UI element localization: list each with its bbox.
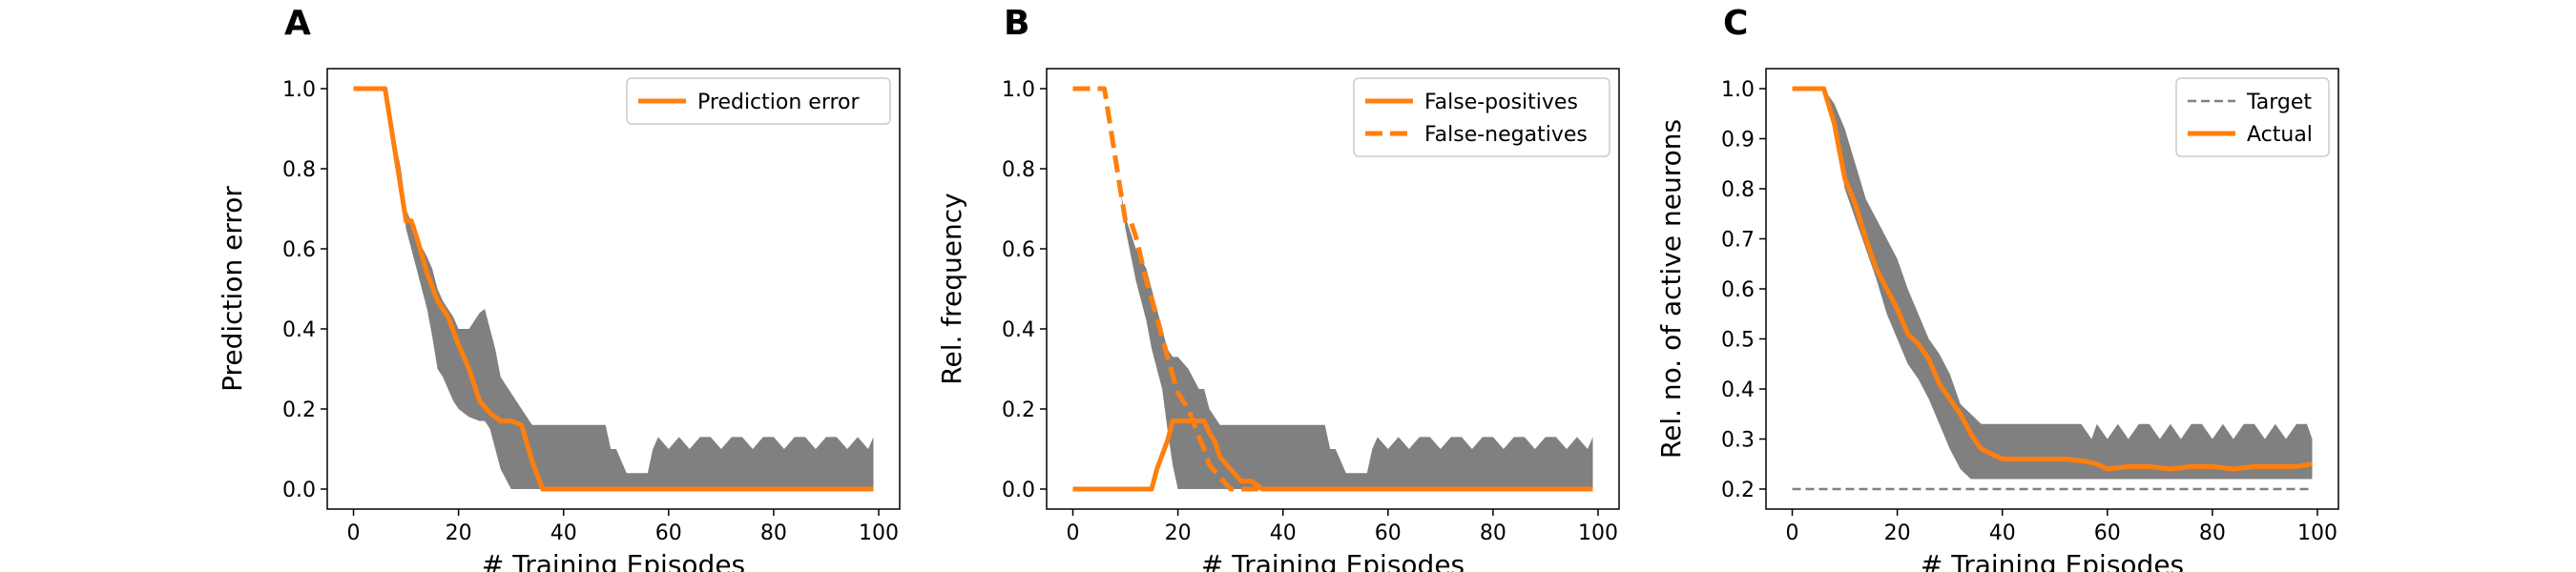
y-tick-label: 0.4 — [1002, 318, 1035, 342]
x-tick-label: 0 — [1067, 521, 1080, 545]
x-axis-label: # Training Episodes — [1201, 549, 1465, 572]
y-tick-label: 0.8 — [1002, 158, 1035, 182]
y-tick-label: 0.8 — [282, 158, 316, 182]
y-tick-label: 0.4 — [282, 318, 316, 342]
legend-label: Actual — [2247, 123, 2313, 147]
panel-letter: B — [1004, 4, 1029, 43]
x-tick-label: 100 — [1578, 521, 1618, 545]
x-tick-label: 40 — [551, 521, 577, 545]
y-tick-label: 0.5 — [1721, 329, 1755, 353]
legend-label: Prediction error — [697, 91, 860, 114]
panel-b: B 0 20 40 60 80 100 0.0 0.2 0.4 0.6 0.8 1.0 # Trainin… — [936, 4, 1620, 572]
y-tick-label: 1.0 — [1002, 78, 1035, 102]
x-tick-label: 0 — [1786, 521, 1799, 545]
x-tick-label: 60 — [655, 521, 682, 545]
x-tick-label: 40 — [1989, 521, 2016, 545]
x-tick-label: 20 — [1165, 521, 1192, 545]
y-axis-label: Prediction error — [217, 186, 248, 392]
y-tick-label: 0.2 — [282, 398, 316, 422]
x-tick-label: 0 — [347, 521, 361, 545]
y-tick-label: 0.7 — [1721, 229, 1755, 253]
y-axis-label: Rel. no. of active neurons — [1655, 119, 1687, 459]
axes-frame — [1046, 68, 1620, 510]
y-tick-label: 0.8 — [1721, 178, 1755, 202]
x-tick-label: 60 — [1375, 521, 1402, 545]
x-tick-label: 80 — [2199, 521, 2226, 545]
series-line-1 — [1072, 86, 1593, 492]
x-tick-label: 60 — [2094, 521, 2121, 545]
x-tick-label: 80 — [760, 521, 787, 545]
series-line-0 — [1072, 419, 1593, 492]
x-tick-label: 100 — [2297, 521, 2337, 545]
y-tick-label: 0.3 — [1721, 429, 1755, 453]
y-tick-label: 0.4 — [1721, 378, 1755, 402]
std-band — [1072, 89, 1593, 489]
legend-box — [626, 77, 891, 125]
panel-c: C 0 20 40 60 80 100 0.2 0.3 0.4 0.5 0.6 0.7 0.8 0.9 1.0… — [1655, 4, 2339, 572]
y-tick-label: 0.2 — [1002, 398, 1035, 422]
y-tick-label: 0.6 — [282, 238, 316, 262]
legend: False-positives False-negatives — [1353, 77, 1610, 157]
std-band — [353, 89, 874, 489]
legend-label: False-negatives — [1424, 123, 1588, 147]
y-tick-label: 0.6 — [1721, 278, 1755, 302]
y-tick-label: 0.9 — [1721, 129, 1755, 153]
legend-box — [2175, 77, 2330, 157]
panel-letter: A — [284, 4, 311, 43]
y-axis-label: Rel. frequency — [936, 193, 967, 384]
y-tick-label: 0.2 — [1721, 479, 1755, 502]
x-tick-label: 80 — [1480, 521, 1506, 545]
legend-box — [1353, 77, 1610, 157]
y-tick-label: 0.0 — [282, 479, 316, 502]
panel-letter: C — [1723, 4, 1748, 43]
y-tick-label: 1.0 — [282, 78, 316, 102]
y-tick-label: 0.0 — [1002, 479, 1035, 502]
x-tick-label: 40 — [1270, 521, 1297, 545]
x-tick-label: 20 — [1884, 521, 1911, 545]
legend-label: Target — [2246, 91, 2312, 114]
x-tick-label: 20 — [446, 521, 472, 545]
y-tick-label: 1.0 — [1721, 78, 1755, 102]
std-band — [1792, 89, 2313, 480]
legend: Prediction error — [626, 77, 891, 125]
x-axis-label: # Training Episodes — [482, 549, 745, 572]
legend-label: False-positives — [1424, 91, 1578, 114]
series-line-1 — [1792, 86, 2313, 472]
axes-frame — [326, 68, 901, 510]
legend: Target Actual — [2175, 77, 2330, 157]
y-tick-label: 0.6 — [1002, 238, 1035, 262]
series-line-0 — [353, 86, 874, 492]
x-tick-label: 100 — [859, 521, 899, 545]
x-axis-label: # Training Episodes — [1921, 549, 2184, 572]
panel-a: A 0 20 40 60 80 100 0.0 0.2 0.4 0.6 0.8 1.0 # Trainin… — [217, 4, 901, 572]
